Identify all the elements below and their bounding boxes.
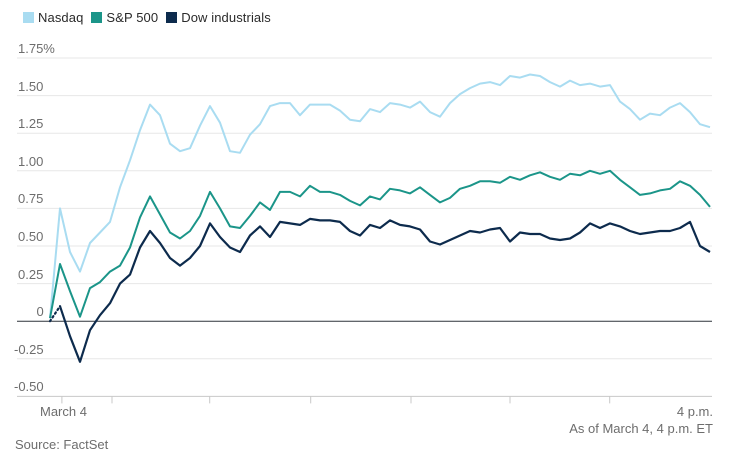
y-axis-label: 1.50 [18, 78, 44, 94]
dow-swatch-icon [166, 12, 178, 23]
legend: Nasdaq S&P 500 Dow industrials [23, 10, 271, 25]
nasdaq-swatch-icon [23, 12, 34, 23]
y-axis-label: 0.50 [18, 229, 44, 244]
dow-line-dotted-start [48, 305, 62, 323]
dow-line [58, 217, 711, 363]
x-axis-label-end: 4 p.m. [676, 404, 713, 419]
source-note: Source: FactSet [15, 437, 109, 452]
y-axis-label: 1.25 [18, 116, 44, 132]
legend-item-sp500: S&P 500 [91, 10, 158, 25]
nasdaq-line [49, 73, 711, 319]
x-axis-label-start: March 4 [40, 404, 87, 419]
y-axis-label: 0 [36, 304, 44, 320]
legend-label-sp500: S&P 500 [106, 10, 159, 25]
as-of-note: As of March 4, 4 p.m. ET [569, 421, 713, 436]
legend-label-dow: Dow industrials [181, 10, 271, 25]
y-axis-label: 1.75% [18, 41, 55, 56]
y-axis-label: 0.75 [18, 191, 44, 207]
sp500-line [49, 169, 711, 319]
y-axis-label: 1.00 [18, 153, 44, 169]
y-axis-label: -0.50 [14, 379, 44, 395]
legend-label-nasdaq: Nasdaq [38, 10, 84, 25]
y-axis-label: -0.25 [14, 341, 44, 357]
legend-item-dow: Dow industrials [166, 10, 271, 25]
sp500-swatch-icon [91, 12, 103, 23]
legend-item-nasdaq: Nasdaq [23, 10, 83, 25]
y-axis-label: 0.25 [18, 266, 44, 282]
